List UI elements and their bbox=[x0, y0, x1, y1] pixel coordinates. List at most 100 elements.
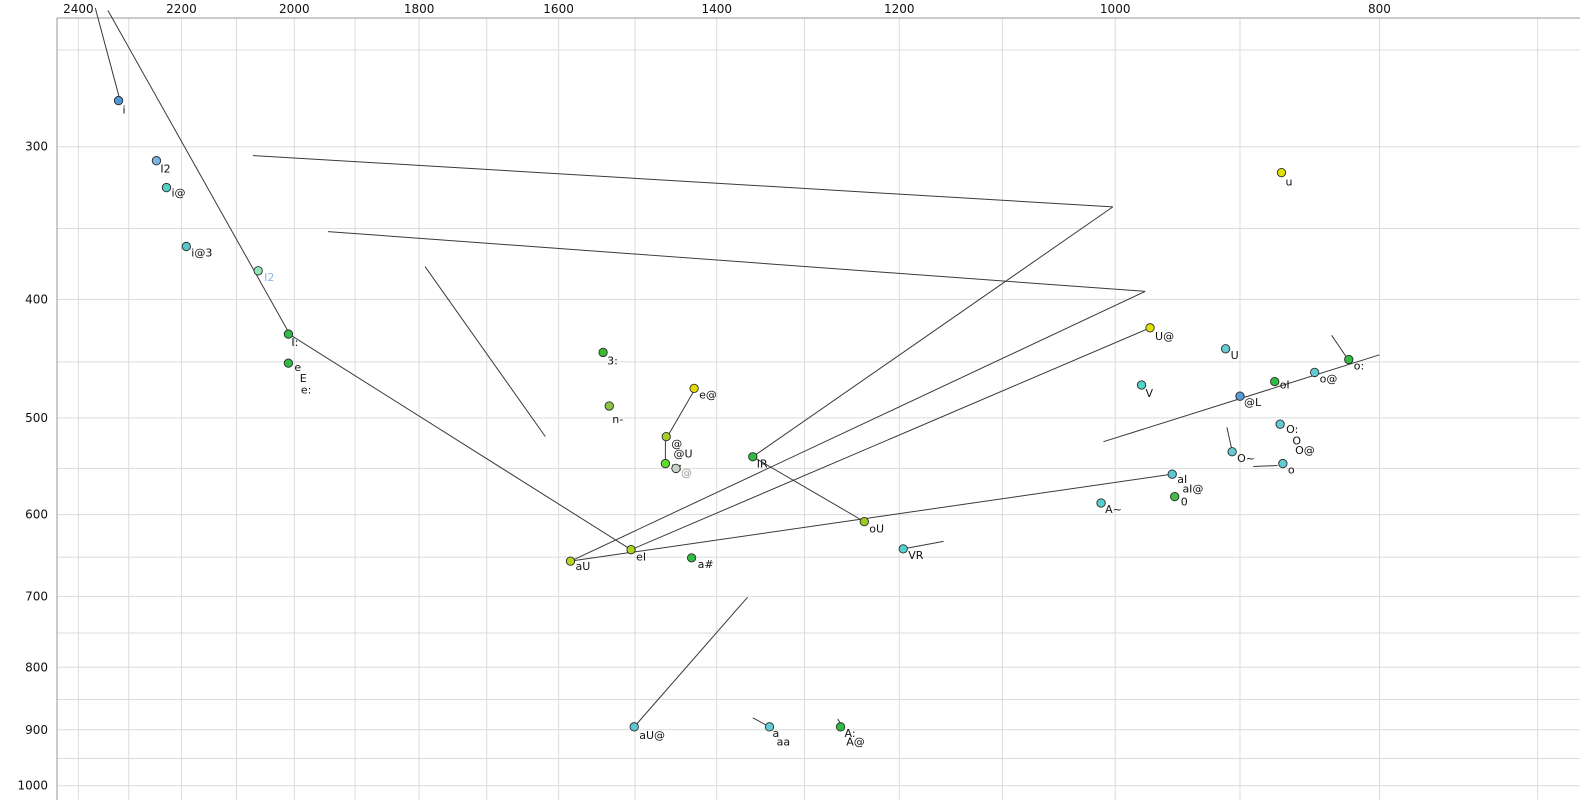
data-point bbox=[1096, 498, 1106, 508]
point-label: @ bbox=[671, 438, 682, 451]
point-label: A: bbox=[845, 727, 856, 740]
x-tick-label: 1600 bbox=[543, 2, 574, 16]
data-point bbox=[1227, 447, 1237, 457]
x-tick-label: 1800 bbox=[404, 2, 435, 16]
data-point bbox=[283, 329, 294, 339]
point-label: e bbox=[294, 361, 301, 374]
point-label: eI bbox=[636, 551, 646, 564]
data-point bbox=[1235, 391, 1245, 401]
point-label: oU bbox=[869, 523, 884, 536]
point-label: A~ bbox=[1105, 503, 1122, 516]
point-label: i@3 bbox=[191, 246, 212, 259]
data-point bbox=[1310, 367, 1320, 378]
point-label: I2 bbox=[160, 163, 170, 176]
x-tick-label: 1400 bbox=[701, 2, 732, 16]
x-tick-label: 1000 bbox=[1100, 2, 1131, 16]
point-label: i@ bbox=[171, 187, 185, 200]
point-label: @ bbox=[681, 466, 692, 479]
point-label: o bbox=[1288, 464, 1295, 477]
point-label: aI bbox=[1177, 473, 1187, 486]
point-label: e: bbox=[301, 384, 311, 397]
point-label: aU bbox=[575, 560, 590, 573]
data-point bbox=[1278, 458, 1288, 469]
point-label: aU@ bbox=[639, 729, 665, 742]
point-label: U bbox=[1231, 349, 1239, 362]
point-label: O@ bbox=[1295, 444, 1315, 457]
point-label: @U bbox=[673, 448, 692, 461]
trajectory-line bbox=[752, 456, 865, 523]
data-point bbox=[1145, 323, 1155, 333]
data-point bbox=[629, 722, 639, 732]
data-point bbox=[660, 458, 671, 469]
point-label: VR bbox=[908, 549, 924, 562]
point-label: 3: bbox=[607, 354, 618, 367]
data-point bbox=[1275, 419, 1285, 429]
y-tick-label: 1000 bbox=[17, 779, 48, 793]
trajectory-line bbox=[1253, 465, 1278, 467]
point-label: O~ bbox=[1237, 452, 1255, 465]
data-point bbox=[283, 358, 294, 368]
data-point bbox=[748, 452, 758, 462]
trajectory-line bbox=[668, 390, 695, 435]
data-point bbox=[764, 722, 775, 732]
trajectory-line bbox=[1331, 335, 1348, 359]
point-label: IR bbox=[757, 458, 768, 471]
x-tick-label: 800 bbox=[1368, 2, 1391, 16]
data-point bbox=[1276, 167, 1287, 178]
point-label: I: bbox=[291, 336, 298, 349]
data-point bbox=[1220, 344, 1231, 354]
x-tick-label: 2200 bbox=[166, 2, 197, 16]
data-point bbox=[686, 553, 697, 563]
point-label: O: bbox=[1286, 423, 1298, 436]
point-label: o@ bbox=[1320, 372, 1338, 385]
point-label: e@ bbox=[699, 388, 717, 401]
y-tick-label: 900 bbox=[25, 723, 48, 737]
data-point bbox=[661, 431, 671, 442]
point-label: aa bbox=[777, 735, 790, 748]
trajectory-line bbox=[252, 155, 1113, 208]
data-point bbox=[598, 347, 608, 358]
point-label: @L bbox=[1244, 396, 1262, 409]
data-point bbox=[626, 545, 636, 555]
data-point bbox=[835, 722, 846, 732]
data-point bbox=[689, 383, 699, 394]
trajectory-line bbox=[570, 473, 1173, 562]
data-point bbox=[1167, 469, 1177, 479]
y-tick-label: 500 bbox=[25, 411, 48, 425]
point-label: aI@ bbox=[1182, 482, 1203, 495]
point-label: V bbox=[1146, 387, 1154, 400]
data-point bbox=[113, 95, 124, 106]
data-point bbox=[859, 516, 869, 527]
data-point bbox=[253, 266, 263, 276]
x-tick-label: 1200 bbox=[884, 2, 915, 16]
trajectory-line bbox=[903, 540, 944, 550]
y-tick-label: 800 bbox=[25, 660, 48, 674]
y-tick-label: 600 bbox=[25, 508, 48, 522]
data-point bbox=[1270, 376, 1280, 387]
data-point bbox=[181, 241, 191, 252]
point-label: a bbox=[772, 727, 779, 740]
point-label: i bbox=[123, 104, 126, 117]
point-label: U@ bbox=[1155, 330, 1174, 343]
point-label: oI bbox=[1280, 379, 1290, 392]
point-label: n- bbox=[612, 413, 623, 426]
trajectory-line bbox=[94, 7, 120, 97]
y-tick-label: 300 bbox=[25, 140, 48, 154]
trajectory-line bbox=[107, 10, 290, 334]
data-point bbox=[1136, 380, 1147, 390]
point-label: E bbox=[300, 372, 307, 385]
point-label: o: bbox=[1354, 360, 1364, 373]
trajectory-line bbox=[1226, 427, 1233, 451]
trajectory-line bbox=[633, 596, 748, 728]
point-label: u bbox=[1285, 176, 1292, 189]
point-label: A@ bbox=[846, 735, 865, 748]
trajectory-line bbox=[288, 333, 632, 551]
trajectory-line bbox=[327, 231, 1146, 292]
trajectory-line bbox=[752, 206, 1114, 458]
x-tick-label: 2000 bbox=[279, 2, 310, 16]
data-point bbox=[604, 401, 614, 411]
data-point bbox=[1344, 354, 1354, 365]
y-tick-label: 700 bbox=[25, 589, 48, 603]
